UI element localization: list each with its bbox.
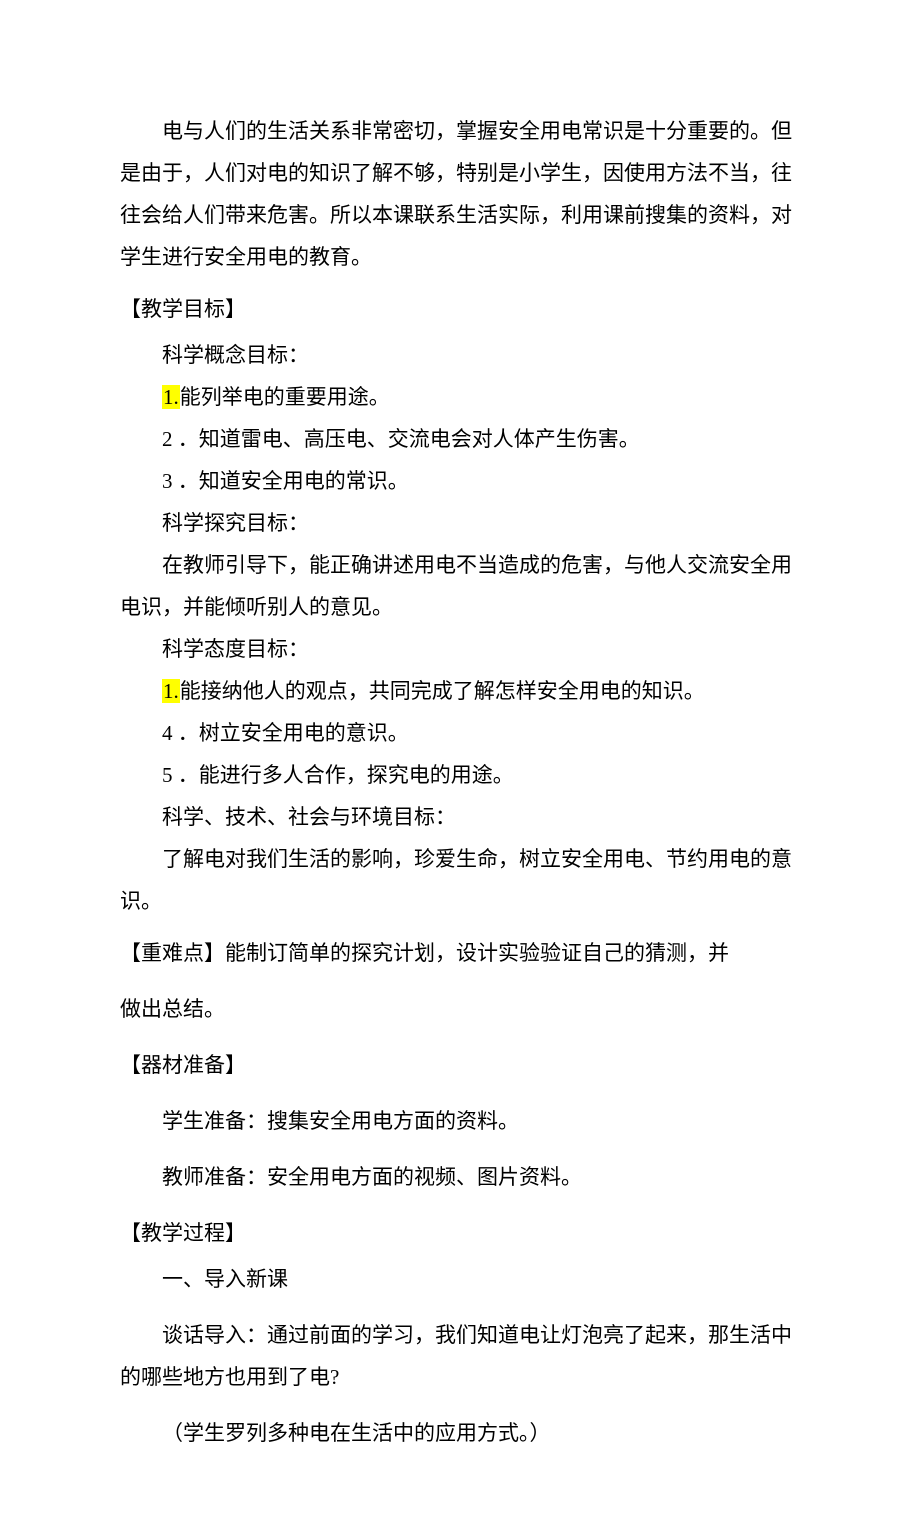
env-body: 了解电对我们生活的影响，珍爱生命，树立安全用电、节约用电的意识。 [120,838,800,922]
document-page: 电与人们的生活关系非常密切，掌握安全用电常识是十分重要的。但是由于，人们对电的知… [0,0,920,1514]
attitude-item-1-text: 能接纳他人的观点，共同完成了解怎样安全用电的知识。 [180,679,705,703]
intro-paragraph: 电与人们的生活关系非常密切，掌握安全用电常识是十分重要的。但是由于，人们对电的知… [120,110,800,278]
attitude-item-5: 5 ．能进行多人合作，探究电的用途。 [120,754,800,796]
concept-item-2: 2 ．知道雷电、高压电、交流电会对人体产生伤害。 [120,418,800,460]
process-note: （学生罗列多种电在生活中的应用方式。） [120,1412,800,1454]
inquiry-title: 科学探究目标： [120,502,800,544]
materials-student: 学生准备：搜集安全用电方面的资料。 [120,1100,800,1142]
materials-teacher: 教师准备：安全用电方面的视频、图片资料。 [120,1156,800,1198]
concept-item-1: 1.能列举电的重要用途。 [120,376,800,418]
highlight-num-2: 1. [162,679,180,703]
env-title: 科学、技术、社会与环境目标： [120,796,800,838]
concept-title: 科学概念目标： [120,334,800,376]
keypoints-line2: 做出总结。 [120,988,800,1030]
process-subheader: 一、导入新课 [120,1258,800,1300]
concept-item-3: 3 ．知道安全用电的常识。 [120,460,800,502]
highlight-num-1: 1. [162,385,180,409]
attitude-item-1: 1.能接纳他人的观点，共同完成了解怎样安全用电的知识。 [120,670,800,712]
process-talk: 谈话导入：通过前面的学习，我们知道电让灯泡亮了起来，那生活中的哪些地方也用到了电… [120,1314,800,1398]
goals-header: 【教学目标】 [120,288,800,330]
inquiry-body: 在教师引导下，能正确讲述用电不当造成的危害，与他人交流安全用电识，并能倾听别人的… [120,544,800,628]
concept-item-1-text: 能列举电的重要用途。 [180,385,390,409]
process-header: 【教学过程】 [120,1212,800,1254]
attitude-item-4: 4 ．树立安全用电的意识。 [120,712,800,754]
keypoints-line1: 【重难点】能制订简单的探究计划，设计实验验证自己的猜测，并 [120,932,800,974]
materials-header: 【器材准备】 [120,1044,800,1086]
attitude-title: 科学态度目标： [120,628,800,670]
